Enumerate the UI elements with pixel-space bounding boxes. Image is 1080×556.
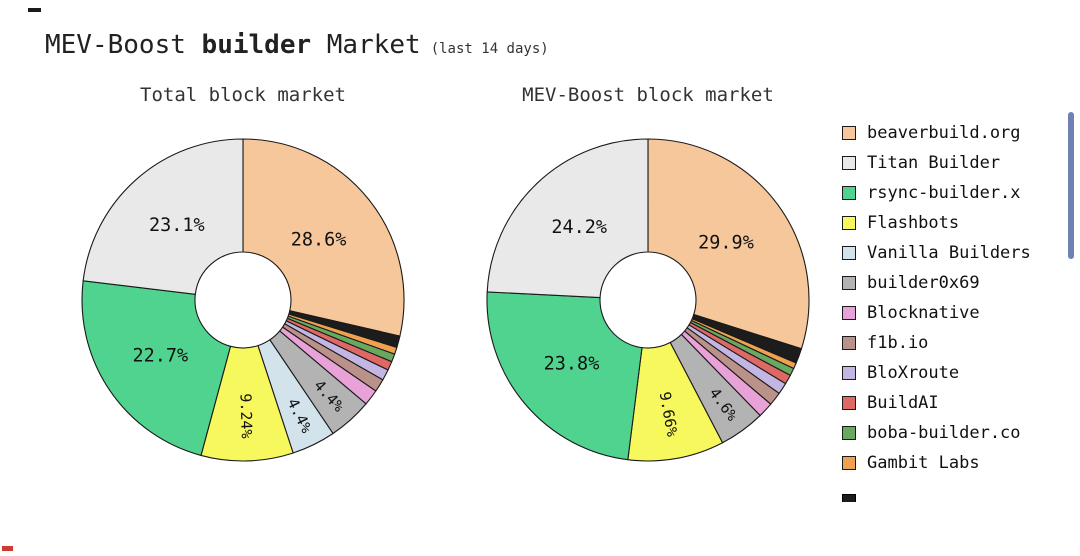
legend-item-bloxroute[interactable]: BloXroute (842, 358, 1031, 388)
legend-swatch (842, 456, 856, 470)
mev-boost-block-market-donut-chart: 29.9%4.6%9.66%23.8%24.2% (486, 138, 810, 462)
legend-swatch (842, 186, 856, 200)
legend-swatch (842, 156, 856, 170)
legend-item-vanilla-builders[interactable]: Vanilla Builders (842, 238, 1031, 268)
page-title-bold: builder (201, 30, 312, 60)
legend-item-partial[interactable] (842, 478, 1031, 508)
legend-swatch (842, 126, 856, 140)
pie-label-titan-builder: 24.2% (551, 217, 607, 238)
legend-label: boba-builder.co (867, 423, 1021, 443)
legend-swatch (842, 366, 856, 380)
legend-swatch (842, 396, 856, 410)
total-block-market-donut-chart: 28.6%4.4%4.4%9.24%22.7%23.1% (81, 138, 405, 462)
legend-item-beaverbuild-org[interactable]: beaverbuild.org (842, 118, 1031, 148)
page-title-pre: MEV-Boost (45, 30, 202, 60)
pie-label-rsync-builder-x: 22.7% (132, 345, 188, 366)
legend-label: Flashbots (867, 213, 960, 233)
legend-swatch (842, 276, 856, 290)
legend-item-flashbots[interactable]: Flashbots (842, 208, 1031, 238)
legend-label: Blocknative (867, 303, 980, 323)
legend-label: BloXroute (867, 363, 960, 383)
legend-swatch (842, 216, 856, 230)
legend-label: beaverbuild.org (867, 123, 1021, 143)
legend-label: f1b.io (867, 333, 929, 353)
page-title-note: (last 14 days) (430, 41, 549, 57)
pie-label-titan-builder: 23.1% (149, 215, 205, 236)
legend-label: Vanilla Builders (867, 243, 1031, 263)
pie-slice-beaverbuild-org[interactable] (647, 138, 810, 350)
legend-rows: beaverbuild.org Titan Builder rsync-builde… (842, 118, 1031, 478)
legend-item-f1b-io[interactable]: f1b.io (842, 328, 1031, 358)
legend-item-buildai[interactable]: BuildAI (842, 388, 1031, 418)
legend-item-rsync-builder-x[interactable]: rsync-builder.x (842, 178, 1031, 208)
legend-item-builder0x69[interactable]: builder0x69 (842, 268, 1031, 298)
legend-item-boba-builder-co[interactable]: boba-builder.co (842, 418, 1031, 448)
chart-title-total-block-market: Total block market (140, 84, 346, 106)
legend: beaverbuild.org Titan Builder rsync-builde… (842, 118, 1031, 508)
pie-slice-rsync-builder-x[interactable] (81, 280, 232, 457)
pie-label-beaverbuild-org: 29.9% (698, 233, 754, 254)
pie-label-beaverbuild-org: 28.6% (291, 229, 347, 250)
top-left-tick (28, 8, 41, 12)
legend-swatch (842, 336, 856, 350)
pie-slice-titan-builder[interactable] (486, 138, 649, 299)
pie-slice-beaverbuild-org[interactable] (242, 138, 405, 337)
pie-slice-titan-builder[interactable] (82, 138, 244, 295)
legend-item-blocknative[interactable]: Blocknative (842, 298, 1031, 328)
legend-label: Titan Builder (867, 153, 1001, 173)
legend-swatch-partial (842, 493, 856, 502)
pie-slice-rsync-builder-x[interactable] (486, 291, 643, 461)
page-title: MEV-Boost builder Market (last 14 days) (45, 30, 549, 60)
page-title-post: Market (311, 30, 421, 60)
legend-item-gambit-labs[interactable]: Gambit Labs (842, 448, 1031, 478)
legend-label: builder0x69 (867, 273, 980, 293)
legend-label: BuildAI (867, 393, 939, 413)
legend-swatch (842, 246, 856, 260)
legend-scrollbar-thumb[interactable] (1068, 112, 1074, 259)
legend-label: rsync-builder.x (867, 183, 1021, 203)
pie-label-rsync-builder-x: 23.8% (544, 354, 600, 375)
bottom-left-tick (2, 546, 13, 551)
legend-swatch (842, 306, 856, 320)
chart-title-mev-boost-block-market: MEV-Boost block market (522, 84, 774, 106)
legend-swatch (842, 426, 856, 440)
legend-label: Gambit Labs (867, 453, 980, 473)
pie-label-flashbots: 9.24% (237, 393, 256, 439)
legend-item-titan-builder[interactable]: Titan Builder (842, 148, 1031, 178)
